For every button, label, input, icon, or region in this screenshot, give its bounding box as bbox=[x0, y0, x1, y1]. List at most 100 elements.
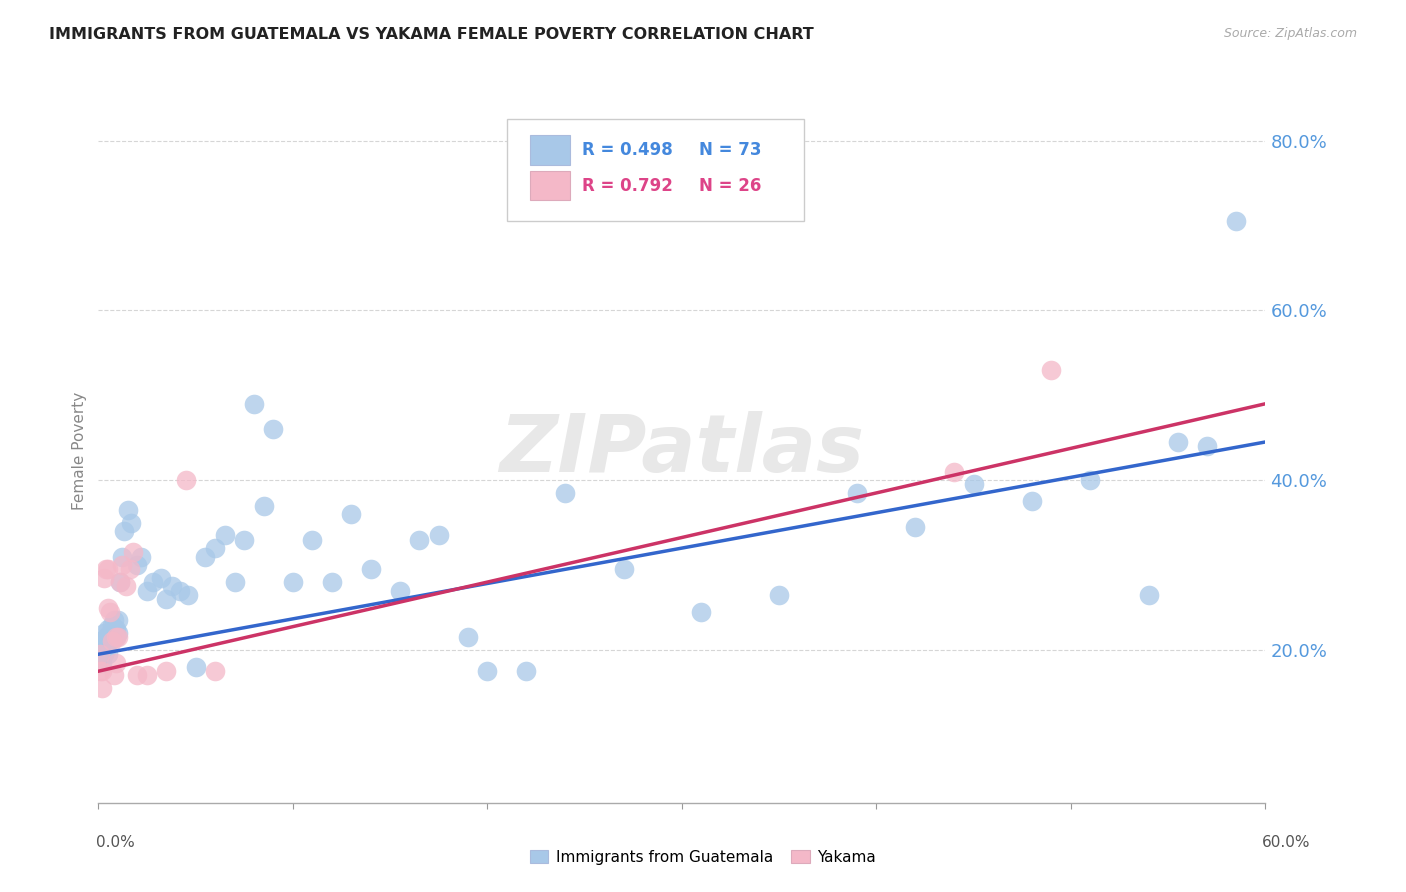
Point bbox=[97, 622, 120, 636]
Point bbox=[89, 651, 111, 665]
Legend: Immigrants from Guatemala, Yakama: Immigrants from Guatemala, Yakama bbox=[524, 844, 882, 871]
Point bbox=[107, 613, 129, 627]
Point bbox=[155, 664, 177, 678]
Point bbox=[127, 668, 149, 682]
Point bbox=[177, 588, 200, 602]
Point bbox=[107, 626, 129, 640]
Point bbox=[89, 664, 111, 678]
Text: N = 26: N = 26 bbox=[699, 177, 762, 194]
Point bbox=[101, 626, 124, 640]
Point bbox=[91, 681, 114, 696]
Text: 0.0%: 0.0% bbox=[96, 836, 135, 850]
Point bbox=[233, 533, 256, 547]
Point bbox=[162, 579, 184, 593]
Point bbox=[96, 562, 118, 576]
Point bbox=[408, 533, 430, 547]
Text: ZIPatlas: ZIPatlas bbox=[499, 411, 865, 490]
Point bbox=[97, 630, 120, 644]
Point bbox=[174, 473, 197, 487]
Point bbox=[1021, 494, 1043, 508]
Point bbox=[427, 528, 450, 542]
Point bbox=[97, 647, 120, 661]
Point bbox=[204, 664, 226, 678]
Point bbox=[214, 528, 236, 542]
Point bbox=[962, 477, 984, 491]
Point bbox=[98, 630, 121, 644]
Point bbox=[89, 634, 111, 648]
Point bbox=[108, 575, 131, 590]
Point bbox=[360, 562, 382, 576]
Point bbox=[142, 575, 165, 590]
Point bbox=[262, 422, 284, 436]
Point bbox=[1195, 439, 1218, 453]
Point bbox=[121, 516, 143, 530]
Point bbox=[515, 664, 537, 678]
Point bbox=[301, 533, 323, 547]
Point bbox=[98, 626, 121, 640]
Point bbox=[104, 656, 127, 670]
Point bbox=[103, 613, 125, 627]
FancyBboxPatch shape bbox=[530, 136, 569, 165]
Point bbox=[194, 549, 217, 564]
Text: R = 0.792: R = 0.792 bbox=[582, 177, 672, 194]
Text: R = 0.498: R = 0.498 bbox=[582, 141, 672, 160]
Point bbox=[96, 630, 118, 644]
Point bbox=[89, 643, 111, 657]
Point bbox=[98, 634, 121, 648]
Point bbox=[114, 579, 136, 593]
Point bbox=[1225, 214, 1247, 228]
Point bbox=[224, 575, 246, 590]
Point bbox=[93, 626, 115, 640]
Point bbox=[340, 507, 363, 521]
FancyBboxPatch shape bbox=[508, 120, 804, 221]
Text: N = 73: N = 73 bbox=[699, 141, 762, 160]
Point bbox=[846, 486, 869, 500]
Point bbox=[904, 520, 927, 534]
Point bbox=[91, 647, 114, 661]
Point bbox=[96, 643, 118, 657]
Text: Source: ZipAtlas.com: Source: ZipAtlas.com bbox=[1223, 27, 1357, 40]
Point bbox=[943, 465, 966, 479]
Point bbox=[122, 545, 145, 559]
Point bbox=[281, 575, 304, 590]
Point bbox=[89, 647, 111, 661]
Point bbox=[93, 634, 115, 648]
Point bbox=[1080, 473, 1102, 487]
Point bbox=[93, 647, 115, 661]
Point bbox=[690, 605, 713, 619]
Y-axis label: Female Poverty: Female Poverty bbox=[72, 392, 87, 509]
Point bbox=[118, 562, 141, 576]
Point bbox=[136, 668, 159, 682]
Text: 60.0%: 60.0% bbox=[1263, 836, 1310, 850]
Point bbox=[111, 558, 134, 572]
Text: IMMIGRANTS FROM GUATEMALA VS YAKAMA FEMALE POVERTY CORRELATION CHART: IMMIGRANTS FROM GUATEMALA VS YAKAMA FEMA… bbox=[49, 27, 814, 42]
Point bbox=[91, 656, 114, 670]
Point bbox=[97, 562, 120, 576]
Point bbox=[107, 630, 129, 644]
Point bbox=[91, 664, 114, 678]
Point bbox=[97, 600, 120, 615]
Point bbox=[169, 583, 191, 598]
Point bbox=[101, 617, 124, 632]
Point bbox=[104, 630, 127, 644]
Point bbox=[104, 622, 127, 636]
Point bbox=[108, 575, 131, 590]
Point bbox=[243, 397, 266, 411]
Point bbox=[155, 592, 177, 607]
Point bbox=[93, 571, 115, 585]
Point bbox=[136, 583, 159, 598]
Point bbox=[117, 503, 139, 517]
Point bbox=[457, 630, 479, 644]
Point bbox=[98, 605, 121, 619]
Point bbox=[103, 668, 125, 682]
Point bbox=[1167, 434, 1189, 449]
Point bbox=[388, 583, 411, 598]
Point bbox=[1040, 363, 1063, 377]
Point bbox=[554, 486, 576, 500]
Point bbox=[477, 664, 499, 678]
Point bbox=[1137, 588, 1160, 602]
Point bbox=[613, 562, 636, 576]
Point bbox=[101, 634, 124, 648]
Point bbox=[104, 630, 127, 644]
Point bbox=[321, 575, 343, 590]
